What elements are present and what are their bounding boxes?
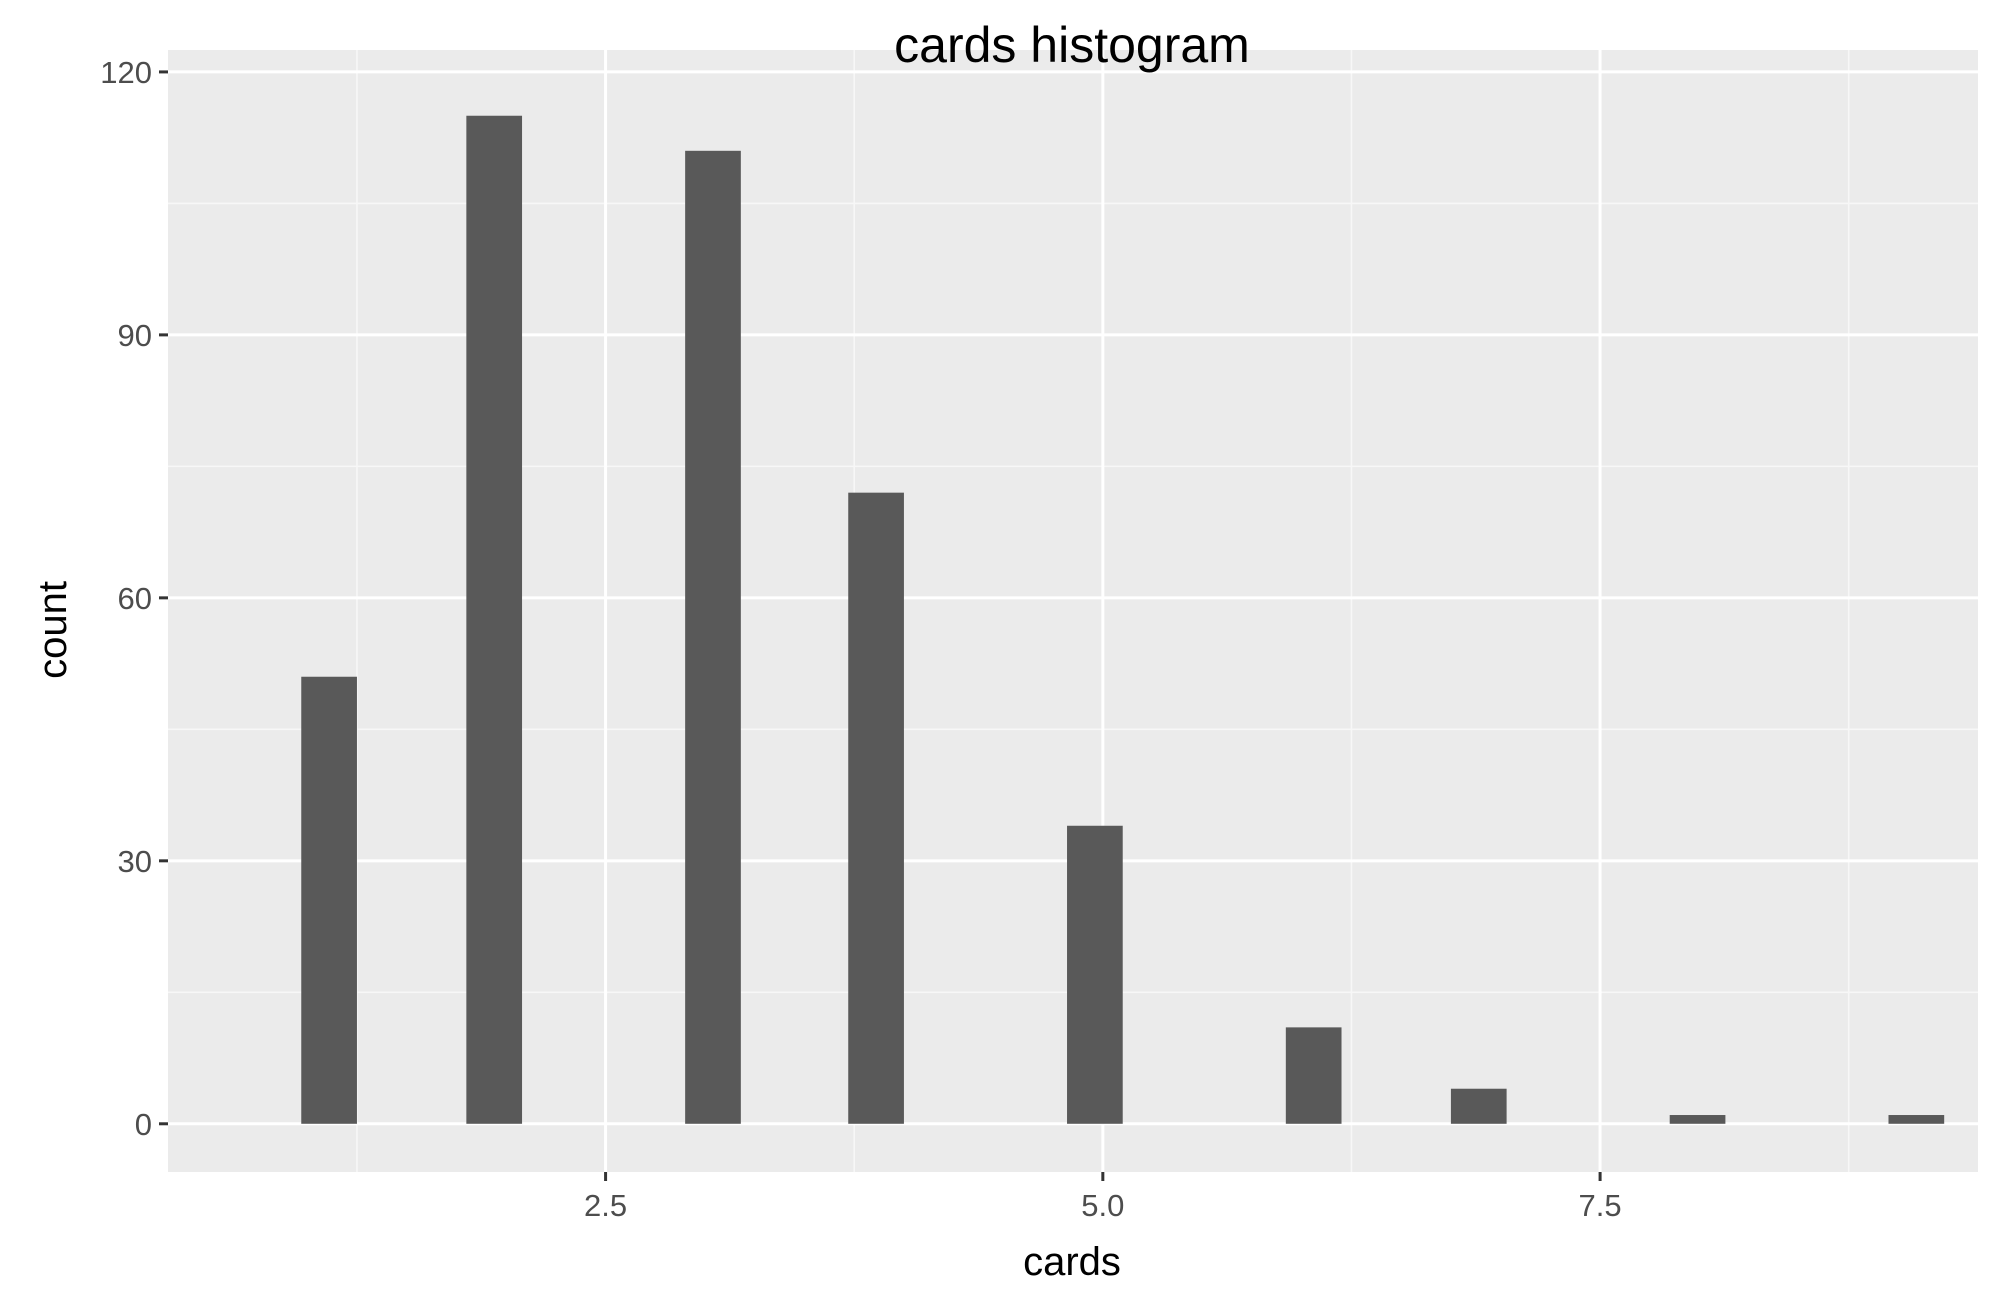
x-tick-label: 7.5 bbox=[1579, 1188, 1622, 1223]
histogram-bar bbox=[1450, 1088, 1507, 1124]
histogram-bar bbox=[466, 115, 523, 1124]
histogram-bar bbox=[301, 676, 357, 1124]
plot-area: 0 30 60 90 120 2.5 5.0 7.5 bbox=[100, 50, 1978, 1223]
histogram-bar bbox=[848, 492, 904, 1124]
y-axis-title: count bbox=[31, 581, 75, 679]
chart-title: cards histogram bbox=[894, 17, 1250, 73]
x-tick-label: 5.0 bbox=[1081, 1188, 1124, 1223]
histogram-bar bbox=[1888, 1115, 1945, 1124]
x-tick-label: 2.5 bbox=[584, 1188, 627, 1223]
x-axis-title: cards bbox=[1023, 1240, 1121, 1284]
histogram-bar bbox=[1067, 825, 1123, 1124]
histogram-bar bbox=[1669, 1115, 1726, 1124]
histogram-bar bbox=[685, 150, 741, 1124]
y-tick-label: 60 bbox=[118, 581, 152, 616]
y-tick-label: 90 bbox=[118, 318, 152, 353]
y-tick-label: 0 bbox=[135, 1107, 152, 1142]
y-tick-label: 30 bbox=[118, 844, 152, 879]
y-tick-label: 120 bbox=[100, 55, 152, 90]
histogram-bar bbox=[1285, 1027, 1342, 1124]
